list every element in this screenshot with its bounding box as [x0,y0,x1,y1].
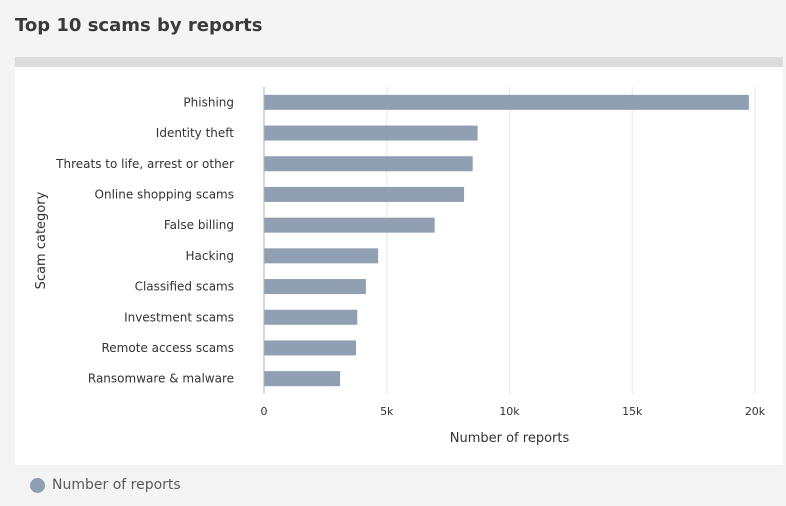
y-axis-title: Scam category [34,191,49,289]
category-label: Phishing [183,95,234,109]
x-tick-label: 0 [261,405,268,418]
grid-layer [386,87,756,394]
bar[interactable] [264,156,473,172]
legend-bar: Number of reports [15,466,783,506]
x-tick-label: 20k [745,405,766,418]
page-title: Top 10 scams by reports [15,15,263,36]
category-label: Identity theft [156,126,235,140]
category-label: False billing [164,218,234,232]
x-tick-label: 5k [380,405,394,418]
legend-item-number-of-reports[interactable]: Number of reports [30,477,181,493]
bar[interactable] [264,94,749,110]
x-tick-label: 15k [622,405,643,418]
bar[interactable] [264,217,435,233]
bar-layer [264,94,749,387]
bar[interactable] [264,186,465,202]
category-label: Online shopping scams [95,187,234,201]
bar[interactable] [264,371,341,387]
category-label: Investment scams [124,310,234,324]
bar[interactable] [264,279,366,295]
category-label: Classified scams [135,280,234,294]
x-axis-title: Number of reports [450,431,570,446]
legend-label: Number of reports [52,477,181,493]
category-label: Hacking [186,249,234,263]
bar[interactable] [264,248,379,264]
x-tick-labels: 0 5k 10k 15k 20k [261,405,766,418]
bar[interactable] [264,125,478,141]
x-tick-label: 10k [499,405,520,418]
bar[interactable] [264,309,358,325]
category-label: Remote access scams [101,341,234,355]
chart-card: Phishing Identity theft Threats to life, a… [15,67,783,465]
category-labels: Phishing Identity theft Threats to life, a… [55,95,234,385]
bar[interactable] [264,340,357,356]
category-label: Threats to life, arrest or other [55,157,234,171]
legend-circle-icon [30,477,45,493]
category-label: Ransomware & malware [88,372,234,386]
bar-chart: Phishing Identity theft Threats to life, a… [34,87,766,446]
header-strip [15,57,783,67]
